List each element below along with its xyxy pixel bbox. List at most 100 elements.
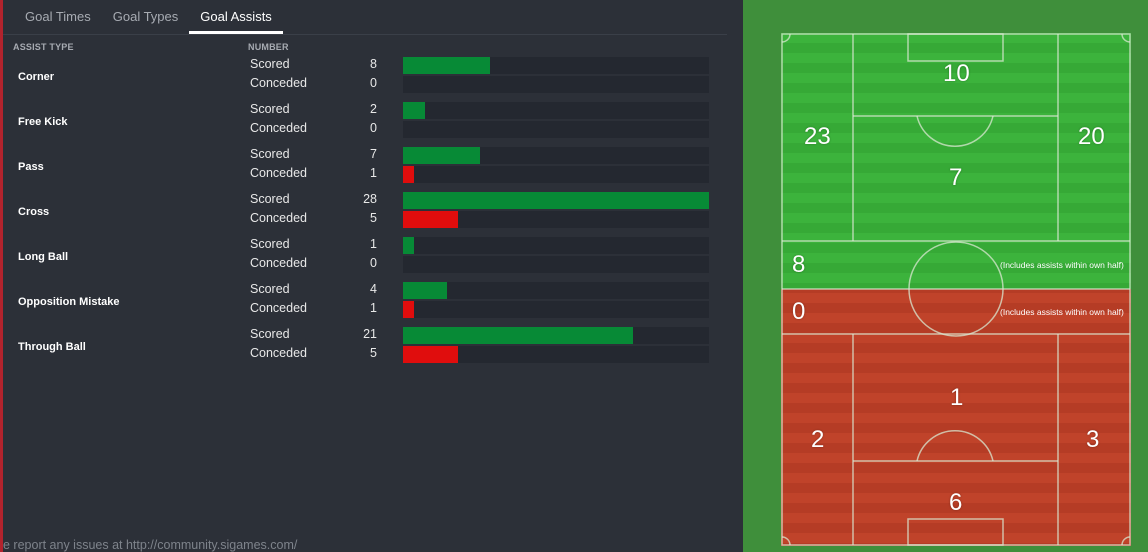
zone-attack — [781, 33, 1131, 289]
footer-report-link[interactable]: e report any issues at http://community.… — [3, 538, 298, 552]
conceded-bar-track — [403, 211, 709, 228]
assist-row[interactable]: Corner Scored 8 Conceded 0 — [3, 54, 717, 99]
scored-line: Scored 8 — [3, 55, 717, 74]
zone-bottom-box-value: 6 — [949, 489, 963, 516]
conceded-bar-track — [403, 76, 709, 93]
scored-bar — [403, 282, 447, 299]
scored-value: 2 — [370, 102, 377, 116]
scored-line: Scored 28 — [3, 190, 717, 209]
assist-row[interactable]: Opposition Mistake Scored 4 Conceded 1 — [3, 279, 717, 324]
zone-defence — [781, 289, 1131, 546]
assist-row[interactable]: Free Kick Scored 2 Conceded 0 — [3, 99, 717, 144]
conceded-label: Conceded — [250, 301, 307, 315]
column-headers: ASSIST TYPE NUMBER — [3, 42, 727, 54]
conceded-line: Conceded 5 — [3, 209, 717, 228]
zone-own-half-conceded-note: (Includes assists within own half) — [1000, 307, 1124, 317]
assist-row[interactable]: Through Ball Scored 21 Conceded 5 — [3, 324, 717, 369]
conceded-value: 1 — [370, 166, 377, 180]
scored-value: 28 — [363, 192, 377, 206]
conceded-line: Conceded 1 — [3, 299, 717, 318]
scored-bar-track — [403, 327, 709, 344]
scored-label: Scored — [250, 102, 290, 116]
tab-goal-assists[interactable]: Goal Assists — [189, 0, 283, 34]
conceded-bar-track — [403, 166, 709, 183]
conceded-line: Conceded 1 — [3, 164, 717, 183]
scored-bar — [403, 192, 709, 209]
zone-top-center-value: 7 — [949, 164, 963, 191]
conceded-label: Conceded — [250, 256, 307, 270]
scored-label: Scored — [250, 327, 290, 341]
assist-type-label: Long Ball — [18, 251, 69, 263]
scored-bar-track — [403, 282, 709, 299]
conceded-bar-track — [403, 301, 709, 318]
header-number[interactable]: NUMBER — [248, 42, 289, 52]
scored-label: Scored — [250, 282, 290, 296]
assist-row[interactable]: Pass Scored 7 Conceded 1 — [3, 144, 717, 189]
conceded-value: 0 — [370, 76, 377, 90]
tab-divider — [3, 34, 727, 35]
scored-bar — [403, 57, 490, 74]
scored-value: 8 — [370, 57, 377, 71]
conceded-label: Conceded — [250, 346, 307, 360]
conceded-label: Conceded — [250, 166, 307, 180]
scored-line: Scored 1 — [3, 235, 717, 254]
scored-line: Scored 7 — [3, 145, 717, 164]
zone-bottom-right-value: 3 — [1086, 426, 1100, 453]
assist-type-label: Through Ball — [18, 341, 86, 353]
header-assist-type[interactable]: ASSIST TYPE — [13, 42, 74, 52]
conceded-value: 0 — [370, 121, 377, 135]
goal-assists-panel: Goal Times Goal Types Goal Assists ASSIS… — [3, 0, 727, 552]
scored-label: Scored — [250, 237, 290, 251]
assist-type-label: Cross — [18, 206, 50, 218]
conceded-value: 1 — [370, 301, 377, 315]
assist-rows: Corner Scored 8 Conceded 0 Free Kick Scored 2 Co… — [3, 54, 727, 369]
pitch-graphic — [781, 33, 1131, 546]
scored-bar-track — [403, 147, 709, 164]
conceded-bar-track — [403, 256, 709, 273]
tab-goal-types[interactable]: Goal Types — [112, 9, 179, 24]
assist-type-label: Corner — [18, 71, 55, 83]
conceded-value: 5 — [370, 346, 377, 360]
conceded-value: 5 — [370, 211, 377, 225]
scored-label: Scored — [250, 192, 290, 206]
scored-value: 7 — [370, 147, 377, 161]
conceded-bar — [403, 166, 414, 183]
conceded-bar — [403, 211, 458, 228]
scored-bar — [403, 237, 414, 254]
conceded-value: 0 — [370, 256, 377, 270]
zone-bottom-center-value: 1 — [950, 384, 964, 411]
zone-own-half-scored-note: (Includes assists within own half) — [1000, 260, 1124, 270]
conceded-line: Conceded 0 — [3, 254, 717, 273]
assist-type-label: Opposition Mistake — [18, 296, 120, 308]
scored-bar — [403, 327, 633, 344]
conceded-line: Conceded 0 — [3, 119, 717, 138]
scored-value: 1 — [370, 237, 377, 251]
scored-line: Scored 21 — [3, 325, 717, 344]
conceded-line: Conceded 5 — [3, 344, 717, 363]
conceded-line: Conceded 0 — [3, 74, 717, 93]
conceded-bar — [403, 346, 458, 363]
zone-top-right-value: 20 — [1078, 123, 1105, 150]
zone-top-left-value: 23 — [804, 123, 831, 150]
scored-bar-track — [403, 237, 709, 254]
left-accent-bar — [0, 0, 3, 552]
scored-bar-track — [403, 57, 709, 74]
scored-line: Scored 4 — [3, 280, 717, 299]
tab-goal-times[interactable]: Goal Times — [25, 9, 91, 24]
assist-row[interactable]: Long Ball Scored 1 Conceded 0 — [3, 234, 717, 279]
tab-bar: Goal Times Goal Types Goal Assists — [3, 0, 727, 34]
scored-bar — [403, 147, 480, 164]
assist-type-label: Free Kick — [18, 116, 68, 128]
zone-own-half-scored-value: 8 — [792, 251, 806, 278]
conceded-bar-track — [403, 121, 709, 138]
scored-value: 21 — [363, 327, 377, 341]
assist-row[interactable]: Cross Scored 28 Conceded 5 — [3, 189, 717, 234]
zone-bottom-left-value: 2 — [811, 426, 825, 453]
assist-type-label: Pass — [18, 161, 44, 173]
conceded-bar-track — [403, 346, 709, 363]
conceded-bar — [403, 301, 414, 318]
scored-label: Scored — [250, 147, 290, 161]
conceded-label: Conceded — [250, 76, 307, 90]
scored-bar — [403, 102, 425, 119]
zone-top-box-value: 10 — [943, 60, 970, 87]
